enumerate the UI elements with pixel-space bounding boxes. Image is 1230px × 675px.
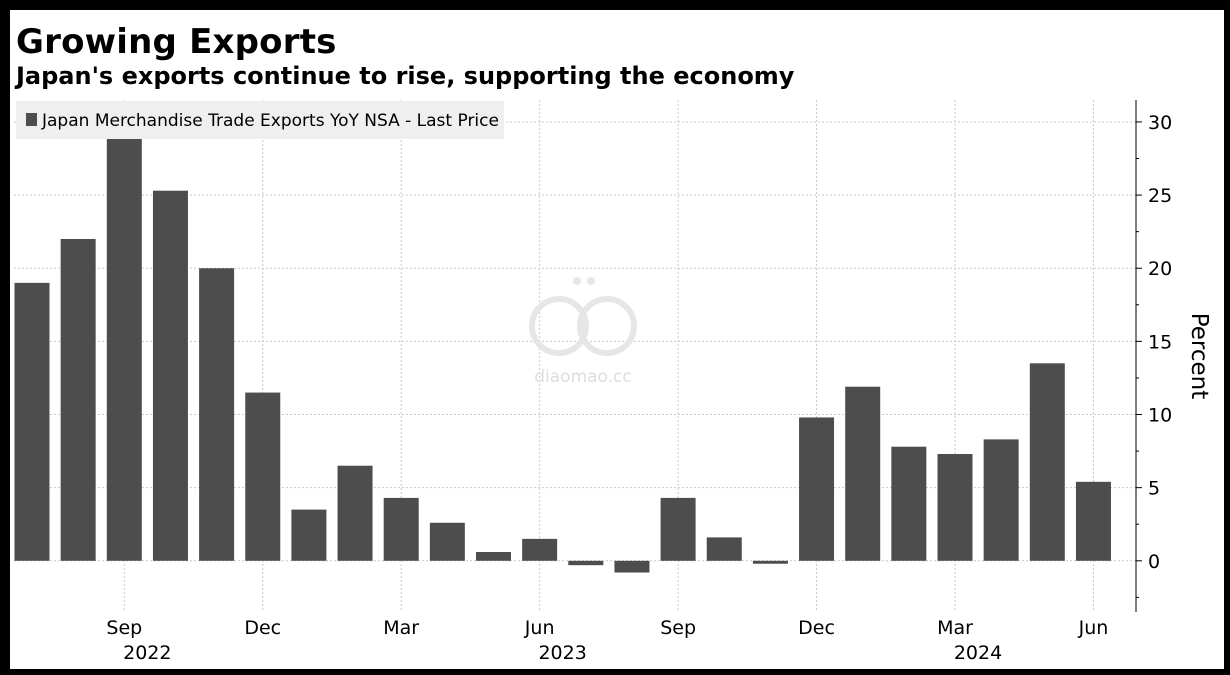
x-axis: Sep Dec Mar Jun Sep Dec Mar Jun 2022 2023 2024 <box>106 617 1108 664</box>
x-year-label: 2024 <box>954 642 1002 664</box>
bar <box>1029 363 1065 561</box>
x-tick-label: Sep <box>106 617 142 639</box>
y-axis: 0 5 10 15 20 25 30 <box>1135 100 1172 612</box>
y-tick-label: 20 <box>1148 258 1172 280</box>
legend-label: Japan Merchandise Trade Exports YoY NSA … <box>41 111 499 131</box>
bar <box>614 560 650 573</box>
watermark-text: diaomao.cc <box>534 367 632 387</box>
x-tick-label: Mar <box>937 617 973 639</box>
bar <box>891 446 927 561</box>
y-tick-label: 25 <box>1148 185 1172 207</box>
x-year-label: 2022 <box>123 642 171 664</box>
bar <box>660 497 696 561</box>
bar <box>568 560 604 566</box>
y-tick-label: 5 <box>1148 478 1160 500</box>
bar <box>152 190 188 561</box>
bar <box>476 552 511 561</box>
x-tick-label: Dec <box>244 617 281 639</box>
watermark-logo-icon <box>529 296 589 356</box>
x-tick-label: Sep <box>660 617 696 639</box>
bar <box>383 497 419 561</box>
watermark: diaomao.cc <box>529 277 637 387</box>
x-tick-label: Dec <box>798 617 835 639</box>
watermark-logo-icon <box>587 277 595 285</box>
chart-title: Growing Exports <box>16 22 337 62</box>
bars <box>14 138 1111 573</box>
x-tick-label: Mar <box>383 617 419 639</box>
bar <box>429 522 465 561</box>
bar <box>14 282 50 561</box>
bar <box>245 392 281 561</box>
bar <box>706 537 742 561</box>
y-tick-label: 15 <box>1148 331 1172 353</box>
y-tick-label: 10 <box>1148 405 1172 427</box>
chart-subtitle: Japan's exports continue to rise, suppor… <box>16 62 795 90</box>
bar <box>752 560 788 564</box>
bar <box>291 509 327 561</box>
bar <box>522 538 558 561</box>
x-tick-label: Jun <box>524 617 555 639</box>
bar <box>199 268 235 561</box>
y-tick-label: 0 <box>1148 551 1160 573</box>
legend: Japan Merchandise Trade Exports YoY NSA … <box>16 101 504 139</box>
bar <box>983 439 1019 561</box>
watermark-logo-icon <box>573 277 581 285</box>
x-tick-label: Jun <box>1078 617 1109 639</box>
legend-box <box>16 101 504 139</box>
bar <box>1075 481 1111 561</box>
y-tick-label: 30 <box>1148 112 1172 134</box>
legend-swatch <box>26 113 37 126</box>
bar <box>845 386 881 561</box>
x-year-label: 2023 <box>538 642 586 664</box>
bar <box>937 454 973 561</box>
watermark-logo-icon <box>577 296 637 356</box>
bar <box>60 238 96 561</box>
y-axis-label: Percent <box>1186 313 1212 400</box>
bar <box>337 465 373 561</box>
bar <box>799 417 835 561</box>
bar <box>106 138 142 561</box>
